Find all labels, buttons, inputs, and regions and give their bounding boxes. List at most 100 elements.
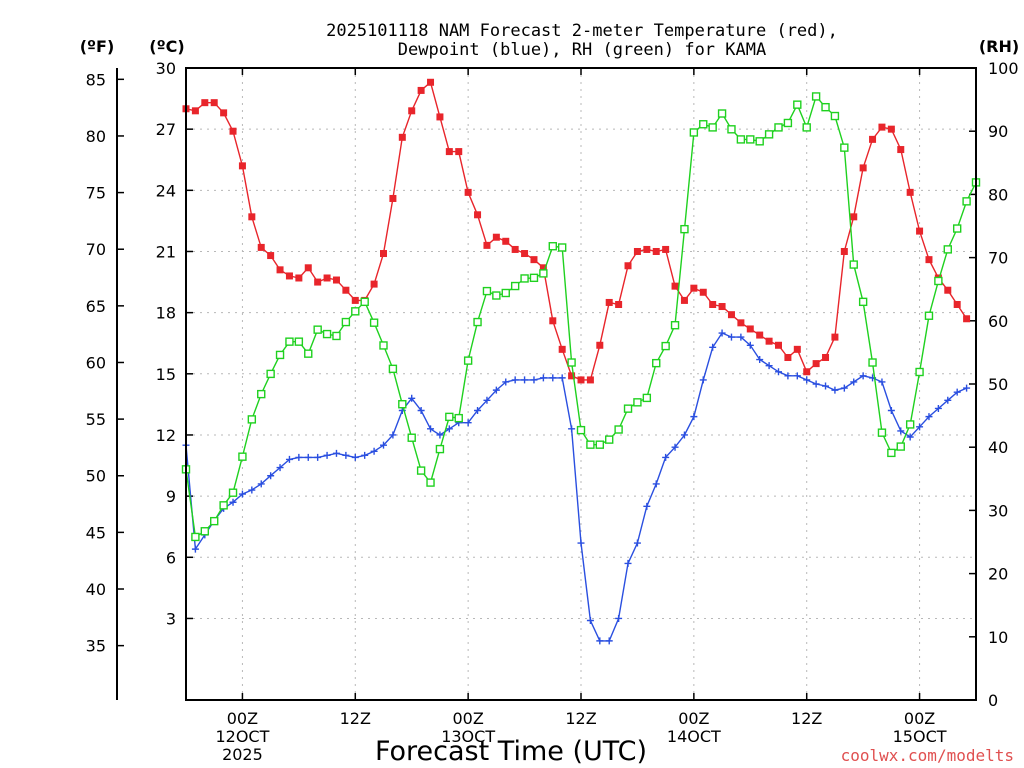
rh-point — [586, 440, 595, 449]
rh-point — [473, 317, 482, 327]
dewpoint-point — [925, 413, 933, 421]
rh-point — [605, 435, 614, 444]
x-tick-label-date: 14OCT — [667, 727, 721, 746]
temperature-point — [850, 213, 858, 221]
rh-tick-label: 90 — [988, 122, 1008, 141]
dewpoint-point — [887, 407, 895, 415]
temperature-point — [332, 276, 340, 284]
series-line-2 — [185, 94, 977, 539]
rh-point — [313, 325, 322, 334]
temperature-point — [530, 256, 538, 264]
temperature-point — [793, 345, 801, 353]
rh-point — [717, 109, 727, 118]
temperature-point — [624, 262, 632, 270]
celsius-unit-label: (ºC) — [149, 37, 184, 56]
dewpoint-point — [859, 372, 867, 380]
x-axis-title: Forecast Time (UTC) — [375, 736, 647, 767]
rh-point — [266, 369, 275, 379]
rh-point — [388, 364, 398, 374]
rh-point — [379, 341, 388, 350]
dewpoint-point — [568, 425, 576, 433]
rh-point — [811, 92, 821, 101]
dewpoint-point — [238, 490, 246, 498]
temperature-point — [944, 286, 952, 294]
dewpoint-point — [483, 396, 491, 404]
dewpoint-point — [850, 378, 858, 386]
dewpoint-point — [784, 372, 792, 380]
dewpoint-point — [775, 368, 782, 376]
rh-point — [642, 393, 652, 403]
temperature-point — [737, 319, 745, 327]
temperature-point — [380, 250, 387, 258]
temperature-point — [887, 125, 895, 133]
dewpoint-point — [492, 386, 500, 394]
rh-point — [849, 260, 858, 269]
temperature-point — [765, 337, 773, 345]
rh-point — [699, 120, 708, 129]
dewpoint-point — [285, 455, 293, 463]
rh-point — [576, 425, 586, 435]
rh-point — [435, 444, 445, 454]
rh-point — [774, 123, 783, 132]
temperature-point — [586, 376, 594, 384]
x-tick-label-time: 12Z — [340, 709, 371, 728]
temperature-point — [492, 233, 500, 241]
dewpoint-point — [549, 374, 557, 382]
rh-point — [557, 243, 567, 252]
dewpoint-point — [963, 384, 971, 392]
dewpoint-point — [765, 362, 773, 370]
rh-point — [934, 276, 943, 286]
temperature-point — [427, 78, 435, 86]
rh-point — [708, 123, 717, 132]
temperature-point — [615, 300, 623, 308]
rh-point — [228, 488, 238, 497]
temperature-point — [925, 256, 933, 264]
fahrenheit-tick-label: 45 — [86, 523, 106, 542]
rh-point — [680, 224, 689, 234]
temperature-point — [859, 164, 867, 172]
rh-tick-label: 80 — [988, 185, 1008, 204]
dewpoint-point — [944, 396, 952, 404]
series-line-0 — [185, 81, 968, 381]
rh-point — [614, 425, 623, 434]
rh-point — [962, 197, 971, 206]
rh-point — [755, 137, 764, 146]
rh-point — [877, 428, 887, 437]
temperature-point — [323, 274, 331, 282]
temperature-point — [897, 146, 905, 154]
dewpoint-point — [342, 451, 350, 459]
rh-unit-label: (RH) — [979, 37, 1019, 56]
temperature-point — [304, 264, 312, 272]
x-tick-label-time: 00Z — [678, 709, 709, 728]
dewpoint-point — [474, 407, 482, 415]
rh-point — [567, 358, 576, 367]
rh-point — [793, 100, 802, 109]
rh-tick-label: 30 — [988, 501, 1008, 520]
temperature-point — [916, 227, 924, 235]
dewpoint-point — [727, 333, 735, 341]
rh-point — [304, 349, 313, 358]
x-tick-label-time: 00Z — [227, 709, 258, 728]
credit-text: coolwx.com/modelts — [841, 746, 1014, 765]
temperature-point — [210, 99, 218, 107]
rh-point — [520, 274, 529, 283]
temperature-point — [718, 303, 726, 311]
rh-point — [529, 273, 539, 283]
dewpoint-point — [558, 374, 566, 382]
temperature-point — [455, 148, 463, 156]
rh-point — [275, 350, 285, 360]
dewpoint-point — [539, 374, 547, 382]
rh-point — [463, 356, 473, 365]
temperature-point — [474, 211, 482, 219]
rh-point — [858, 297, 868, 307]
rh-tick-label: 20 — [988, 565, 1008, 584]
rh-point — [952, 224, 962, 233]
rh-point — [191, 532, 200, 542]
grid — [186, 67, 976, 700]
x-tick-label-date: 13OCT — [441, 727, 495, 746]
rh-point — [341, 317, 351, 327]
rh-point — [887, 448, 896, 458]
fahrenheit-tick-label: 40 — [86, 580, 106, 599]
temperature-point — [351, 296, 359, 304]
dewpoint-point — [427, 425, 435, 433]
